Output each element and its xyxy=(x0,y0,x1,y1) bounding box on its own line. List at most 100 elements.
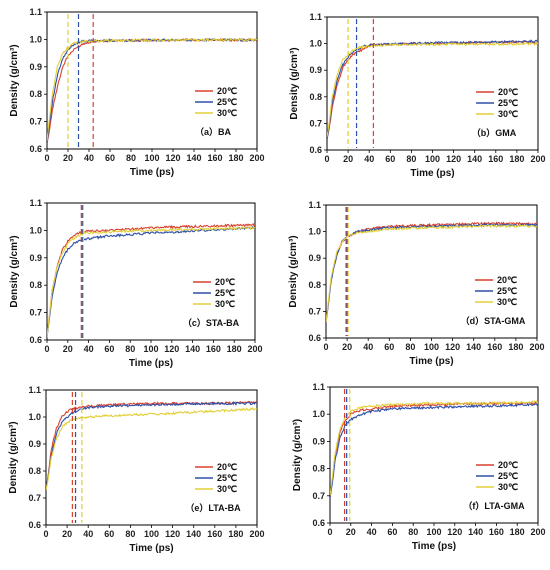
x-axis-label: Time (ps) xyxy=(409,356,453,367)
series-line-2 xyxy=(46,401,257,490)
legend-label-3: 30℃ xyxy=(215,299,235,309)
panel-caption: （b）GMA xyxy=(472,128,517,138)
x-tick-label: 120 xyxy=(164,344,179,354)
x-tick-label: 180 xyxy=(227,344,242,354)
x-tick-label: 100 xyxy=(143,344,158,354)
y-tick-label: 1.1 xyxy=(28,385,41,395)
x-tick-label: 40 xyxy=(83,529,93,539)
y-tick-label: 0.6 xyxy=(29,144,42,154)
y-tick-label: 0.6 xyxy=(29,335,42,345)
y-tick-label: 1.1 xyxy=(312,382,325,392)
x-tick-label: 60 xyxy=(385,154,395,164)
x-tick-label: 20 xyxy=(342,342,352,352)
x-tick-label: 80 xyxy=(406,154,416,164)
legend-label-1: 20℃ xyxy=(217,462,237,472)
y-axis-label: Density (g/cm³) xyxy=(288,235,299,307)
legend-label-1: 20℃ xyxy=(498,460,518,470)
series-line-3 xyxy=(47,225,255,338)
y-tick-label: 1.0 xyxy=(29,34,42,44)
x-tick-label: 40 xyxy=(363,342,373,352)
y-tick-label: 0.8 xyxy=(309,92,322,102)
x-tick-label: 0 xyxy=(324,154,329,164)
x-tick-label: 100 xyxy=(144,529,159,539)
x-tick-label: 0 xyxy=(44,153,49,163)
y-tick-label: 0.7 xyxy=(312,491,325,501)
y-tick-label: 1.0 xyxy=(308,227,321,237)
y-tick-label: 0.6 xyxy=(312,518,325,528)
x-tick-label: 120 xyxy=(165,153,180,163)
chart-panel-1: 0 20 40 60 80 100 120 140 160 180 200 0.6 0.7 0.8 0.9 1… xyxy=(9,7,265,178)
x-tick-label: 80 xyxy=(405,342,415,352)
x-tick-label: 100 xyxy=(426,527,441,537)
legend-label-3: 30℃ xyxy=(497,297,517,307)
x-tick-label: 140 xyxy=(468,527,483,537)
panel-caption: （a）BA xyxy=(195,127,232,137)
legend-label-3: 30℃ xyxy=(498,109,518,119)
x-tick-label: 80 xyxy=(408,527,418,537)
x-tick-label: 0 xyxy=(323,342,328,352)
x-tick-label: 60 xyxy=(105,153,115,163)
x-tick-label: 20 xyxy=(343,154,353,164)
y-tick-label: 0.6 xyxy=(308,333,321,343)
y-tick-label: 0.8 xyxy=(29,280,42,290)
x-axis-label: Time (ps) xyxy=(130,167,174,178)
y-axis-label: Density (g/cm³) xyxy=(8,421,19,493)
x-tick-label: 20 xyxy=(63,153,73,163)
y-tick-label: 0.9 xyxy=(312,436,325,446)
x-tick-label: 120 xyxy=(445,342,460,352)
x-tick-label: 40 xyxy=(84,344,94,354)
x-tick-label: 80 xyxy=(125,529,135,539)
x-tick-label: 120 xyxy=(447,527,462,537)
x-tick-label: 140 xyxy=(466,342,481,352)
x-axis-label: Time (ps) xyxy=(410,168,454,179)
x-tick-label: 160 xyxy=(489,527,504,537)
y-tick-label: 1.1 xyxy=(29,198,42,208)
series-line-3 xyxy=(330,400,538,496)
y-tick-label: 0.9 xyxy=(308,253,321,263)
y-tick-label: 1.0 xyxy=(29,225,42,235)
x-tick-label: 200 xyxy=(530,527,545,537)
chart-panel-3: 0 20 40 60 80 100 120 140 160 180 200 0.6 0.7 0.8 0.9 1… xyxy=(9,198,263,369)
series-group xyxy=(327,39,538,140)
y-tick-label: 0.9 xyxy=(29,62,42,72)
x-tick-label: 0 xyxy=(44,344,49,354)
y-tick-label: 1.0 xyxy=(309,39,322,49)
x-tick-label: 20 xyxy=(62,529,72,539)
y-tick-label: 1.1 xyxy=(309,12,322,22)
x-tick-label: 120 xyxy=(446,154,461,164)
y-tick-label: 0.9 xyxy=(28,439,41,449)
chart-panel-5: 0 20 40 60 80 100 120 140 160 180 200 0.6 0.7 0.8 0.9 1… xyxy=(8,385,265,554)
x-tick-label: 0 xyxy=(43,529,48,539)
x-tick-label: 200 xyxy=(249,529,264,539)
x-tick-label: 140 xyxy=(186,529,201,539)
x-tick-label: 200 xyxy=(247,344,262,354)
legend-label-2: 25℃ xyxy=(215,288,235,298)
x-tick-label: 160 xyxy=(207,529,222,539)
legend-label-3: 30℃ xyxy=(498,482,518,492)
series-line-1 xyxy=(46,400,257,490)
y-tick-label: 1.0 xyxy=(312,409,325,419)
chart-panel-2: 0 20 40 60 80 100 120 140 160 180 200 0.6 0.7 0.8 0.9 1… xyxy=(289,12,546,179)
x-tick-label: 100 xyxy=(144,153,159,163)
y-tick-label: 0.7 xyxy=(28,493,41,503)
x-tick-label: 160 xyxy=(207,153,222,163)
series-line-3 xyxy=(327,41,538,137)
x-axis-label: Time (ps) xyxy=(412,541,456,552)
series-group xyxy=(46,400,257,491)
x-tick-label: 140 xyxy=(467,154,482,164)
x-tick-label: 120 xyxy=(165,529,180,539)
legend-label-1: 20℃ xyxy=(498,87,518,97)
y-axis-label: Density (g/cm³) xyxy=(9,44,20,116)
x-tick-label: 80 xyxy=(125,344,135,354)
series-group xyxy=(47,37,257,144)
legend-label-2: 25℃ xyxy=(217,473,237,483)
x-axis-label: Time (ps) xyxy=(129,358,173,369)
panel-caption: （e）LTA-BA xyxy=(185,503,241,513)
legend-label-1: 20℃ xyxy=(217,86,237,96)
y-axis-label: Density (g/cm³) xyxy=(289,47,300,119)
x-tick-label: 20 xyxy=(346,527,356,537)
y-tick-label: 1.0 xyxy=(28,412,41,422)
y-tick-label: 0.7 xyxy=(308,306,321,316)
